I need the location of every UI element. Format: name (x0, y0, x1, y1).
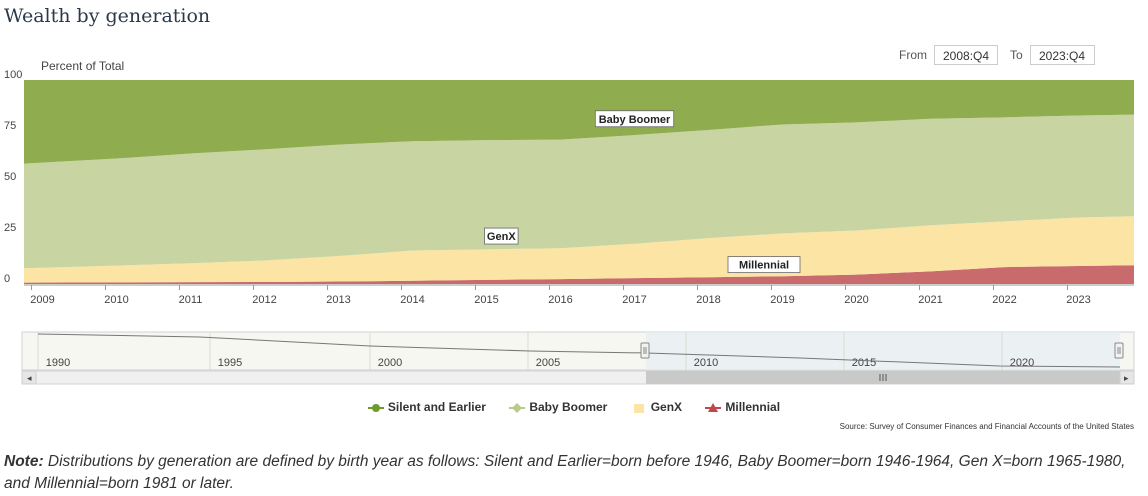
navigator-tick-label: 2000 (378, 357, 402, 369)
navigator[interactable]: 1990 1995 2000 2005 2010 2015 2020 (21, 331, 1135, 371)
legend-item-millennial[interactable]: Millennial (705, 400, 780, 414)
x-axis: 2009 2010 2011 2012 2013 2014 2015 2016 2017 2018… (24, 284, 1134, 306)
y-axis: 100 75 50 25 0 (4, 69, 22, 285)
y-tick-label: 50 (4, 171, 16, 183)
navigator-right-handle[interactable] (1114, 342, 1124, 359)
y-tick-label: 75 (4, 120, 16, 132)
x-tick-label: 2018 (696, 294, 720, 306)
x-tick-label: 2020 (844, 294, 868, 306)
x-tick-label: 2012 (252, 294, 276, 306)
x-tick-label: 2009 (30, 294, 54, 306)
navigator-tick-label: 2005 (536, 357, 560, 369)
navigator-tick-label: 2020 (1010, 357, 1034, 369)
x-tick-label: 2019 (770, 294, 794, 306)
navigator-tick-label: 2015 (852, 357, 876, 369)
from-label: From (899, 48, 927, 62)
annotation-baby-boomer: Baby Boomer (594, 110, 675, 128)
annotation-label: Baby Boomer (599, 114, 671, 126)
note-label: Note: (4, 453, 44, 470)
y-axis-label: Percent of Total (41, 59, 124, 73)
scroll-left-arrow-icon: ◂ (27, 373, 32, 383)
legend-square-icon (633, 403, 644, 413)
source-credit: Source: Survey of Consumer Finances and … (839, 422, 1134, 431)
stacked-areas (24, 80, 1134, 284)
navigator-selection[interactable] (646, 332, 1120, 370)
y-tick-label: 0 (4, 273, 10, 285)
to-label: To (1010, 48, 1023, 62)
annotations: Baby Boomer GenX Millennial (484, 110, 801, 274)
x-tick-label: 2016 (548, 294, 572, 306)
x-tick-label: 2011 (179, 294, 203, 306)
legend-item-genx[interactable]: GenX (631, 400, 682, 414)
x-tick-label: 2015 (474, 294, 498, 306)
navigator-tick-label: 1995 (218, 357, 242, 369)
navigator-left-handle[interactable] (640, 342, 650, 359)
navigator-tick-label: 2010 (694, 357, 718, 369)
footnote: Note: Distributions by generation are de… (4, 451, 1134, 495)
annotation-genx: GenX (484, 227, 519, 245)
x-tick-label: 2023 (1066, 294, 1090, 306)
area-baby-boomer[interactable] (24, 114, 1134, 269)
legend-circle-icon (367, 403, 384, 412)
scroll-right-button[interactable] (1119, 370, 1135, 385)
annotation-millennial: Millennial (727, 256, 801, 274)
legend-diamond-icon (509, 402, 526, 413)
legend-item-silent[interactable]: Silent and Earlier (367, 400, 486, 414)
area-genx[interactable] (24, 216, 1134, 283)
x-tick-label: 2022 (992, 294, 1016, 306)
chart-title: Wealth by generation (4, 5, 211, 27)
from-date-input[interactable]: 2008:Q4 (934, 45, 998, 65)
legend: Silent and Earlier Baby Boomer GenX Mill… (0, 400, 1148, 414)
navigator-series-line (37, 333, 1121, 368)
wealth-area-chart: 100 75 50 25 0 Percent of Total 2009 2010 2011… (4, 59, 1135, 385)
note-text: Distributions by generation are defined … (4, 453, 1126, 492)
legend-label: Silent and Earlier (387, 400, 486, 414)
to-date-input[interactable]: 2023:Q4 (1030, 45, 1095, 65)
x-tick-label: 2013 (326, 294, 350, 306)
area-millennial[interactable] (24, 265, 1134, 284)
area-silent-and-earlier[interactable] (24, 80, 1134, 164)
x-tick-label: 2021 (918, 294, 942, 306)
legend-label: GenX (650, 400, 683, 414)
x-tick-label: 2017 (622, 294, 646, 306)
scroll-left-button[interactable] (21, 370, 37, 385)
legend-item-baby-boomer[interactable]: Baby Boomer (509, 400, 607, 414)
annotation-label: Millennial (739, 260, 789, 272)
scroll-right-arrow-icon: ▸ (1124, 373, 1129, 383)
legend-label: Baby Boomer (529, 400, 608, 414)
y-tick-label: 100 (4, 69, 22, 81)
legend-label: Millennial (725, 400, 781, 414)
annotation-label: GenX (487, 231, 516, 243)
legend-triangle-icon (705, 402, 722, 412)
grip-lines-icon (879, 374, 887, 381)
navigator-scrollbar[interactable]: ◂ ▸ (21, 370, 1135, 385)
x-tick-label: 2010 (104, 294, 128, 306)
navigator-tick-label: 1990 (46, 357, 70, 369)
y-tick-label: 25 (4, 222, 16, 234)
x-tick-label: 2014 (400, 294, 424, 306)
